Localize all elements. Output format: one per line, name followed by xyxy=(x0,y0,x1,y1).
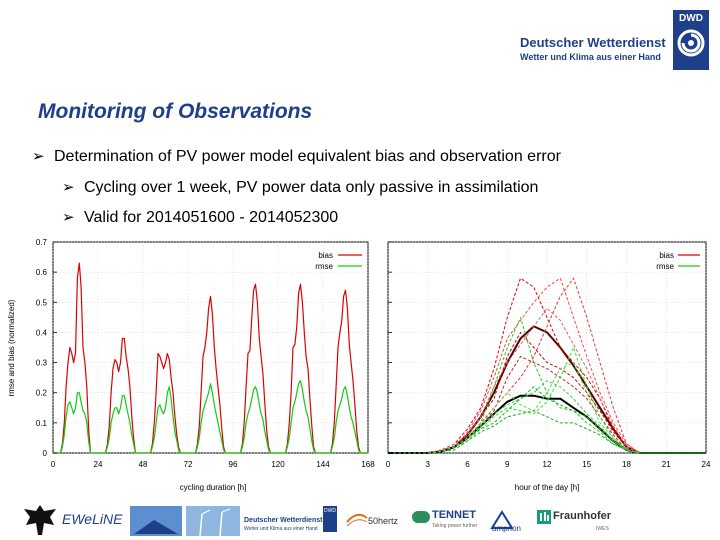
chart1-legend-rmse-label: rmse xyxy=(315,262,333,271)
chart-cycling-duration: 0 24 48 72 96 120 144 168 0 0.1 0.2 0.3 0.4 0.5 0.6 0.7… xyxy=(7,238,375,492)
chart2-xtick-label: 0 xyxy=(386,460,391,469)
hertz-logo: 50hertz xyxy=(368,516,399,526)
arrow-bullet-icon: ➢ xyxy=(32,148,45,165)
bullet-sub-1: ➢ Cycling over 1 week, PV power data only… xyxy=(62,178,538,197)
chart2-series-7 xyxy=(388,307,706,454)
arrow-bullet-icon: ➢ xyxy=(62,179,75,196)
arrow-bullet-icon: ➢ xyxy=(62,209,75,226)
chart-hour-of-day: 0 3 6 9 12 15 18 21 24 hour of the day [h] bias … xyxy=(386,241,711,492)
chart1-ytick-label: 0.2 xyxy=(36,389,48,398)
chart1-ytick-label: 0.5 xyxy=(36,298,48,307)
chart1-ytick-label: 0.1 xyxy=(36,419,48,428)
chart1-ytick-label: 0.7 xyxy=(36,238,48,247)
footer-dwd-badge: DWD xyxy=(323,506,337,532)
amprion-icon xyxy=(490,510,514,529)
chart1-xtick-label: 72 xyxy=(184,460,193,469)
bullet-sub-1-text: Cycling over 1 week, PV power data only … xyxy=(84,179,539,196)
footer-dwd-slogan: Wetter und Klima aus einer Hand xyxy=(244,526,318,532)
chart1-xtick-label: 24 xyxy=(94,460,103,469)
chart1-legend-bias-label: bias xyxy=(318,251,333,260)
chart1-ytick-label: 0.4 xyxy=(36,328,48,337)
bullet-main: ➢ Determination of PV power model equival… xyxy=(32,147,561,166)
chart2-xtick-label: 9 xyxy=(505,460,510,469)
footer-logos: EWeLiNE Deutscher Wetterdienst Wetter un… xyxy=(0,500,720,540)
chart2-xlabel: hour of the day [h] xyxy=(515,483,580,492)
chart1-ytick-label: 0.6 xyxy=(36,268,48,277)
chart1-ytick-label: 0 xyxy=(43,449,48,458)
dwd-logo-box: DWD xyxy=(673,10,709,70)
dwd-logo-slogan: Wetter und Klima aus einer Hand xyxy=(520,52,661,62)
tennet-logo: TENNET xyxy=(432,509,476,521)
dwd-logo-name: Deutscher Wetterdienst xyxy=(520,35,666,50)
chart1-xtick-label: 96 xyxy=(229,460,238,469)
chart1-ytick-label: 0.3 xyxy=(36,359,48,368)
bullet-sub-2-text: Valid for 2014051600 - 2014052300 xyxy=(84,209,339,226)
footer-dwd-name: Deutscher Wetterdienst xyxy=(244,517,323,524)
chart2-xtick-label: 21 xyxy=(662,460,671,469)
chart1-ylabel: rmse and bias (normalized) xyxy=(7,299,16,396)
chart1-xtick-label: 120 xyxy=(271,460,285,469)
chart1-frame xyxy=(52,241,369,454)
solar-wind-photo-icon xyxy=(130,506,240,536)
chart1-xlabel: cycling duration [h] xyxy=(180,483,247,492)
dwd-logo-box-text: DWD xyxy=(679,13,703,24)
bullet-main-text: Determination of PV power model equivale… xyxy=(54,148,561,165)
chart2-xtick-label: 15 xyxy=(582,460,591,469)
chart1-xtick-label: 144 xyxy=(316,460,330,469)
hertz-swoosh-icon xyxy=(346,513,368,527)
chart1-series-1 xyxy=(53,380,368,454)
page-title: Monitoring of Observations xyxy=(38,100,313,123)
tennet-drop-icon xyxy=(412,511,430,523)
eagle-icon xyxy=(24,505,56,535)
chart2-series-13 xyxy=(388,380,706,454)
fraunhofer-sub: IWES xyxy=(596,526,609,532)
chart2-series xyxy=(388,277,706,454)
chart2-xtick-label: 3 xyxy=(426,460,431,469)
chart1-series xyxy=(53,262,368,454)
chart1-series-0 xyxy=(53,262,368,454)
dwd-swirl-icon xyxy=(677,29,705,57)
tennet-tagline: Taking power further xyxy=(432,523,478,529)
chart1-legend: bias rmse xyxy=(315,251,362,271)
dwd-header-logo: Deutscher Wetterdienst Wetter und Klima … xyxy=(510,10,715,72)
chart1-grid xyxy=(52,241,369,454)
chart2-legend-rmse-label: rmse xyxy=(656,262,674,271)
chart2-xtick-label: 24 xyxy=(702,460,711,469)
fraunhofer-logo: Fraunhofer xyxy=(553,510,612,522)
chart2-xtick-label: 18 xyxy=(622,460,631,469)
chart2-legend-bias-label: bias xyxy=(659,251,674,260)
chart1-xtick-label: 0 xyxy=(51,460,56,469)
chart2-series-12 xyxy=(388,410,706,454)
ewline-logo: EWeLiNE xyxy=(62,511,123,527)
chart1-xtick-label: 168 xyxy=(361,460,375,469)
fraunhofer-icon xyxy=(537,510,551,524)
chart1-ticks: 0 24 48 72 96 120 144 168 0 0.1 0.2 0.3 0.4 0.5 0.6 0.7 xyxy=(36,238,375,469)
chart2-xtick-label: 12 xyxy=(543,460,552,469)
chart2-xtick-label: 6 xyxy=(465,460,470,469)
bullet-sub-2: ➢ Valid for 2014051600 - 2014052300 xyxy=(62,208,338,227)
chart2-legend: bias rmse xyxy=(656,251,700,271)
charts-area: 0 24 48 72 96 120 144 16800.10.20.30.40.50.60.7… xyxy=(7,238,711,492)
amprion-logo: amprion xyxy=(492,524,521,533)
chart1-xtick-label: 48 xyxy=(139,460,148,469)
chart2-ticks: 0 3 6 9 12 15 18 21 24 xyxy=(386,241,711,469)
